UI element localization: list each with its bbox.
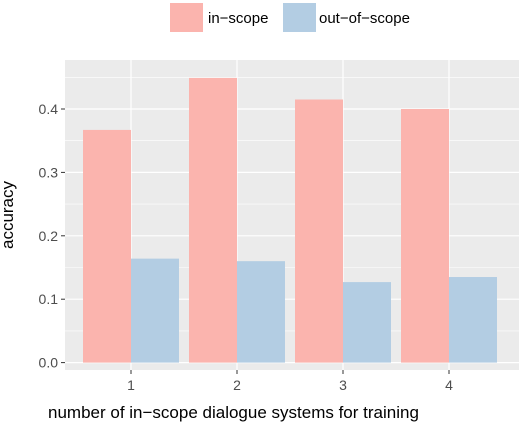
- x-axis-title: number of in−scope dialogue systems for …: [48, 403, 419, 422]
- y-axis: 0.0 0.1 0.2 0.3 0.4: [39, 101, 65, 371]
- legend-key-in-scope: [170, 3, 203, 32]
- y-tick-label: 0.2: [39, 228, 59, 244]
- x-tick-label: 2: [233, 377, 241, 393]
- bar-in-scope-1: [83, 129, 131, 363]
- x-tick-label: 3: [339, 377, 347, 393]
- legend-key-out-of-scope: [283, 3, 316, 32]
- y-tick-label: 0.3: [39, 164, 59, 180]
- x-tick-label: 4: [445, 377, 453, 393]
- bars: [83, 77, 497, 363]
- bar-out-of-scope-4: [449, 277, 497, 363]
- bar-out-of-scope-1: [131, 258, 179, 363]
- y-tick-label: 0.0: [39, 355, 59, 371]
- x-axis: 1 2 3 4: [127, 370, 453, 393]
- y-axis-title: accuracy: [0, 180, 17, 249]
- legend-label-out-of-scope: out−of−scope: [319, 10, 410, 27]
- bar-out-of-scope-2: [237, 261, 285, 363]
- legend: in−scope out−of−scope: [170, 3, 410, 32]
- bar-in-scope-3: [295, 99, 343, 363]
- bar-in-scope-2: [189, 77, 237, 363]
- y-tick-label: 0.4: [39, 101, 59, 117]
- legend-label-in-scope: in−scope: [208, 10, 268, 27]
- x-tick-label: 1: [127, 377, 135, 393]
- bar-in-scope-4: [401, 109, 449, 363]
- bar-out-of-scope-3: [343, 282, 391, 363]
- y-tick-label: 0.1: [39, 291, 59, 307]
